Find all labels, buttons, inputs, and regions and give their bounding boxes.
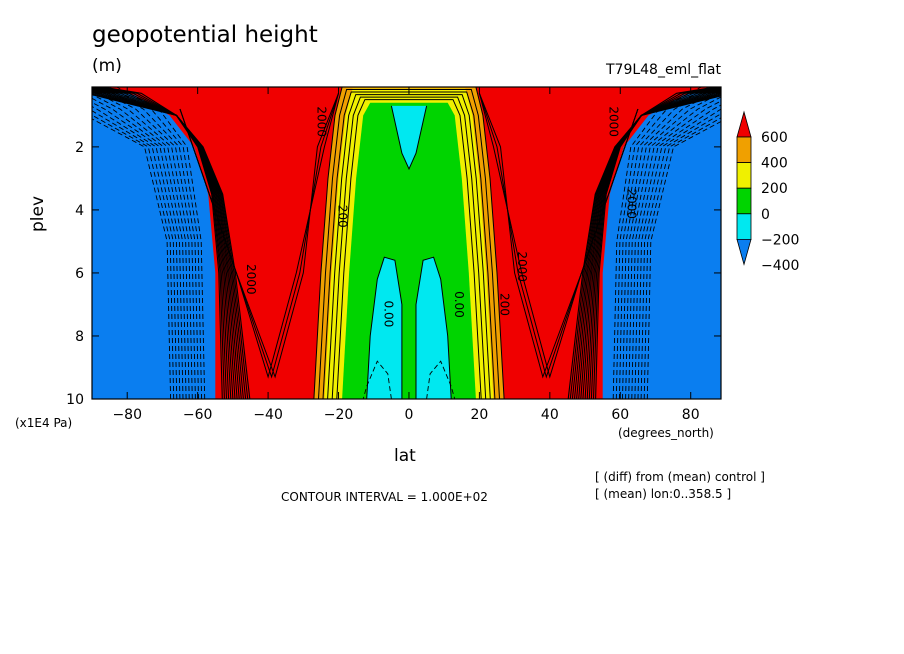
contour-line-zero xyxy=(415,256,452,399)
contour-line-dashed xyxy=(92,118,172,399)
contour-line-dashed xyxy=(637,108,721,399)
contour-label: 0.00 xyxy=(452,291,466,318)
note-diff: [ (diff) from (mean) control ] xyxy=(595,470,765,484)
contour-line-dashed xyxy=(640,113,721,399)
contour-line-dashed xyxy=(93,87,196,399)
contour-fills xyxy=(92,87,721,399)
contour-line xyxy=(327,94,491,399)
x-axis: −80 −60 −40 −20 0 20 40 60 80 xyxy=(112,87,700,423)
y-axis-label: plev xyxy=(28,195,48,232)
contour-line-dashed xyxy=(643,117,721,399)
contour-line-dashed xyxy=(612,87,702,399)
region-upper-neg xyxy=(391,105,427,169)
contour-line-dashed xyxy=(116,87,206,399)
colorbar-high-triangle xyxy=(736,110,752,138)
x-tick-label: 20 xyxy=(470,407,488,423)
x-tick-label: 80 xyxy=(682,407,700,423)
colorbar-label: 400 xyxy=(761,156,788,172)
contour-line-dashed xyxy=(646,120,721,399)
contour-label: 2000 xyxy=(607,106,621,137)
y-axis-units: (x1E4 Pa) xyxy=(15,416,73,430)
region-lobe-south xyxy=(366,257,402,399)
colorbar-swatch xyxy=(736,162,752,189)
contour-line-dashed xyxy=(618,87,718,399)
contour-label: 2000 xyxy=(314,106,328,137)
contour-line xyxy=(331,96,487,399)
x-tick-label: −60 xyxy=(183,407,213,423)
contour-line-dashed xyxy=(634,104,721,399)
contour-label: 2000 xyxy=(515,251,529,282)
contour-line xyxy=(313,87,505,399)
contour-line-dashed xyxy=(108,87,203,399)
contour-label: 200 xyxy=(336,205,350,228)
y-tick-label: 4 xyxy=(75,203,84,219)
contour-line-dashed xyxy=(100,87,199,399)
colorbar-label: 0 xyxy=(761,207,770,223)
contour-line xyxy=(92,94,251,399)
x-axis-label: lat xyxy=(394,446,416,466)
contour-line-zero xyxy=(390,105,428,171)
y-axis: 2 4 6 8 10 xyxy=(66,140,721,408)
contour-line-dashed xyxy=(92,97,187,399)
contour-line-dashed xyxy=(92,101,184,399)
contour-line-dashed xyxy=(628,96,721,399)
contour-line xyxy=(478,93,639,379)
colorbar-swatch xyxy=(736,136,752,164)
contour-label: 0.00 xyxy=(381,301,395,328)
contour-line xyxy=(567,95,721,399)
colorbar-label: 200 xyxy=(761,181,788,197)
colorbar-label: 600 xyxy=(761,130,788,146)
x-axis-units: (degrees_north) xyxy=(618,426,714,440)
contour-line-dashed xyxy=(92,93,190,399)
x-tick-label: −20 xyxy=(324,407,354,423)
contour-line-dashed xyxy=(92,110,178,399)
contour-lines xyxy=(92,87,721,399)
contour-label: 2000 xyxy=(244,264,258,295)
contour-label: 2000 xyxy=(624,188,638,219)
plot-frame xyxy=(91,86,722,400)
x-tick-label: 40 xyxy=(541,407,559,423)
contour-label: 200 xyxy=(498,293,512,316)
contour-line-dashed xyxy=(92,114,175,399)
colorbar-label: −400 xyxy=(761,258,799,274)
contour-interval: CONTOUR INTERVAL = 1.000E+02 xyxy=(281,490,488,504)
contour-line-dashed xyxy=(625,92,721,399)
contour-line xyxy=(179,93,339,379)
contour-line-dashed xyxy=(92,89,193,399)
colorbar-swatch xyxy=(736,213,752,240)
colorbar: 600 400 200 0 −200 −400 xyxy=(736,110,799,274)
contour-line-dashed xyxy=(362,360,392,399)
colorbar-label: −200 xyxy=(761,232,799,248)
x-tick-label: 0 xyxy=(405,407,414,423)
note-mean: [ (mean) lon:0..358.5 ] xyxy=(595,487,732,501)
colorbar-low-triangle xyxy=(736,238,752,266)
contour-line-dashed xyxy=(622,88,721,399)
chart-title: geopotential height xyxy=(92,22,318,48)
contour-line-zero xyxy=(366,256,403,399)
x-tick-label: −40 xyxy=(253,407,283,423)
region-polar-south xyxy=(92,87,216,399)
y-tick-label: 2 xyxy=(75,140,84,156)
x-tick-label: −80 xyxy=(112,407,142,423)
contour-line-dashed xyxy=(615,87,710,399)
contour-line-dashed xyxy=(426,360,456,399)
contour-line-dashed xyxy=(92,106,181,399)
x-tick-label: 60 xyxy=(611,407,629,423)
contour-line xyxy=(336,99,482,399)
y-tick-label: 6 xyxy=(75,266,84,282)
run-name: T79L48_eml_flat xyxy=(605,62,721,78)
y-tick-label: 10 xyxy=(66,392,84,408)
region-polar-north xyxy=(602,87,721,399)
chart-units: (m) xyxy=(92,56,122,76)
region-lobe-north xyxy=(416,257,452,399)
contour-line-dashed xyxy=(631,100,721,399)
y-tick-label: 8 xyxy=(75,329,84,345)
colorbar-swatch xyxy=(736,187,752,215)
